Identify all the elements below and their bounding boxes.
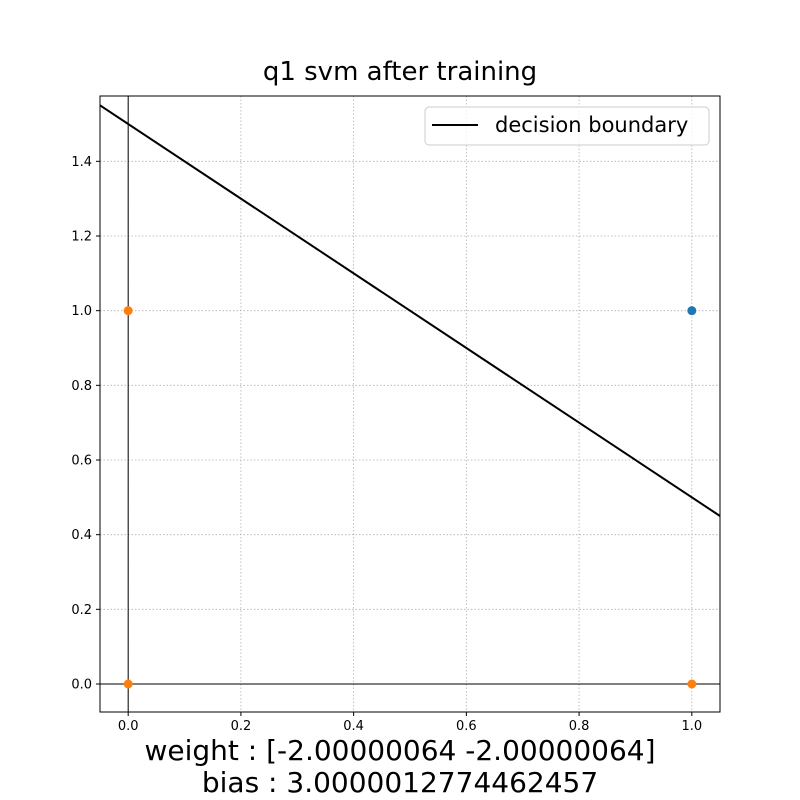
y-tick-label-2: 0.4 — [71, 528, 92, 543]
scatter-point-s0-0 — [687, 306, 697, 316]
caption-bias: bias : 3.0000012774462457 — [202, 766, 598, 799]
scatter-point-s1-1 — [123, 679, 133, 689]
decision-boundary-layer — [100, 104, 720, 517]
scatter-point-s1-2 — [687, 679, 697, 689]
y-axis: 0.0 0.2 0.4 0.6 0.8 1.0 1.2 1.4 — [71, 155, 100, 693]
x-axis: 0.0 0.2 0.4 0.6 0.8 1.0 — [118, 712, 702, 734]
legend: decision boundary — [424, 106, 710, 146]
legend-label-decision-boundary: decision boundary — [495, 113, 688, 137]
y-tick-label-6: 1.2 — [71, 230, 92, 245]
reference-lines — [100, 96, 720, 712]
data-points — [123, 306, 697, 689]
x-tick-label-2: 0.4 — [343, 719, 364, 734]
chart-title: q1 svm after training — [263, 57, 537, 87]
x-tick-label-3: 0.6 — [456, 719, 477, 734]
y-tick-label-1: 0.2 — [71, 603, 92, 618]
plot-frame — [99, 95, 721, 713]
y-tick-label-3: 0.6 — [71, 454, 92, 469]
y-tick-label-0: 0.0 — [71, 678, 92, 693]
x-tick-label-4: 0.8 — [569, 719, 590, 734]
decision-boundary-line — [100, 104, 720, 517]
caption-weight: weight : [-2.00000064 -2.00000064] — [144, 734, 655, 767]
y-tick-label-7: 1.4 — [71, 155, 92, 170]
y-tick-label-5: 1.0 — [71, 304, 92, 319]
y-tick-label-4: 0.8 — [71, 379, 92, 394]
x-tick-label-1: 0.2 — [231, 719, 252, 734]
x-tick-label-5: 1.0 — [681, 719, 702, 734]
plot-area: 0.0 0.2 0.4 0.6 0.8 1.0 0.0 0.2 0.4 0.6 0.8 1.0 1.2… — [71, 95, 721, 734]
scatter-point-s1-0 — [123, 306, 133, 316]
x-tick-label-0: 0.0 — [118, 719, 139, 734]
legend-frame — [424, 106, 710, 146]
